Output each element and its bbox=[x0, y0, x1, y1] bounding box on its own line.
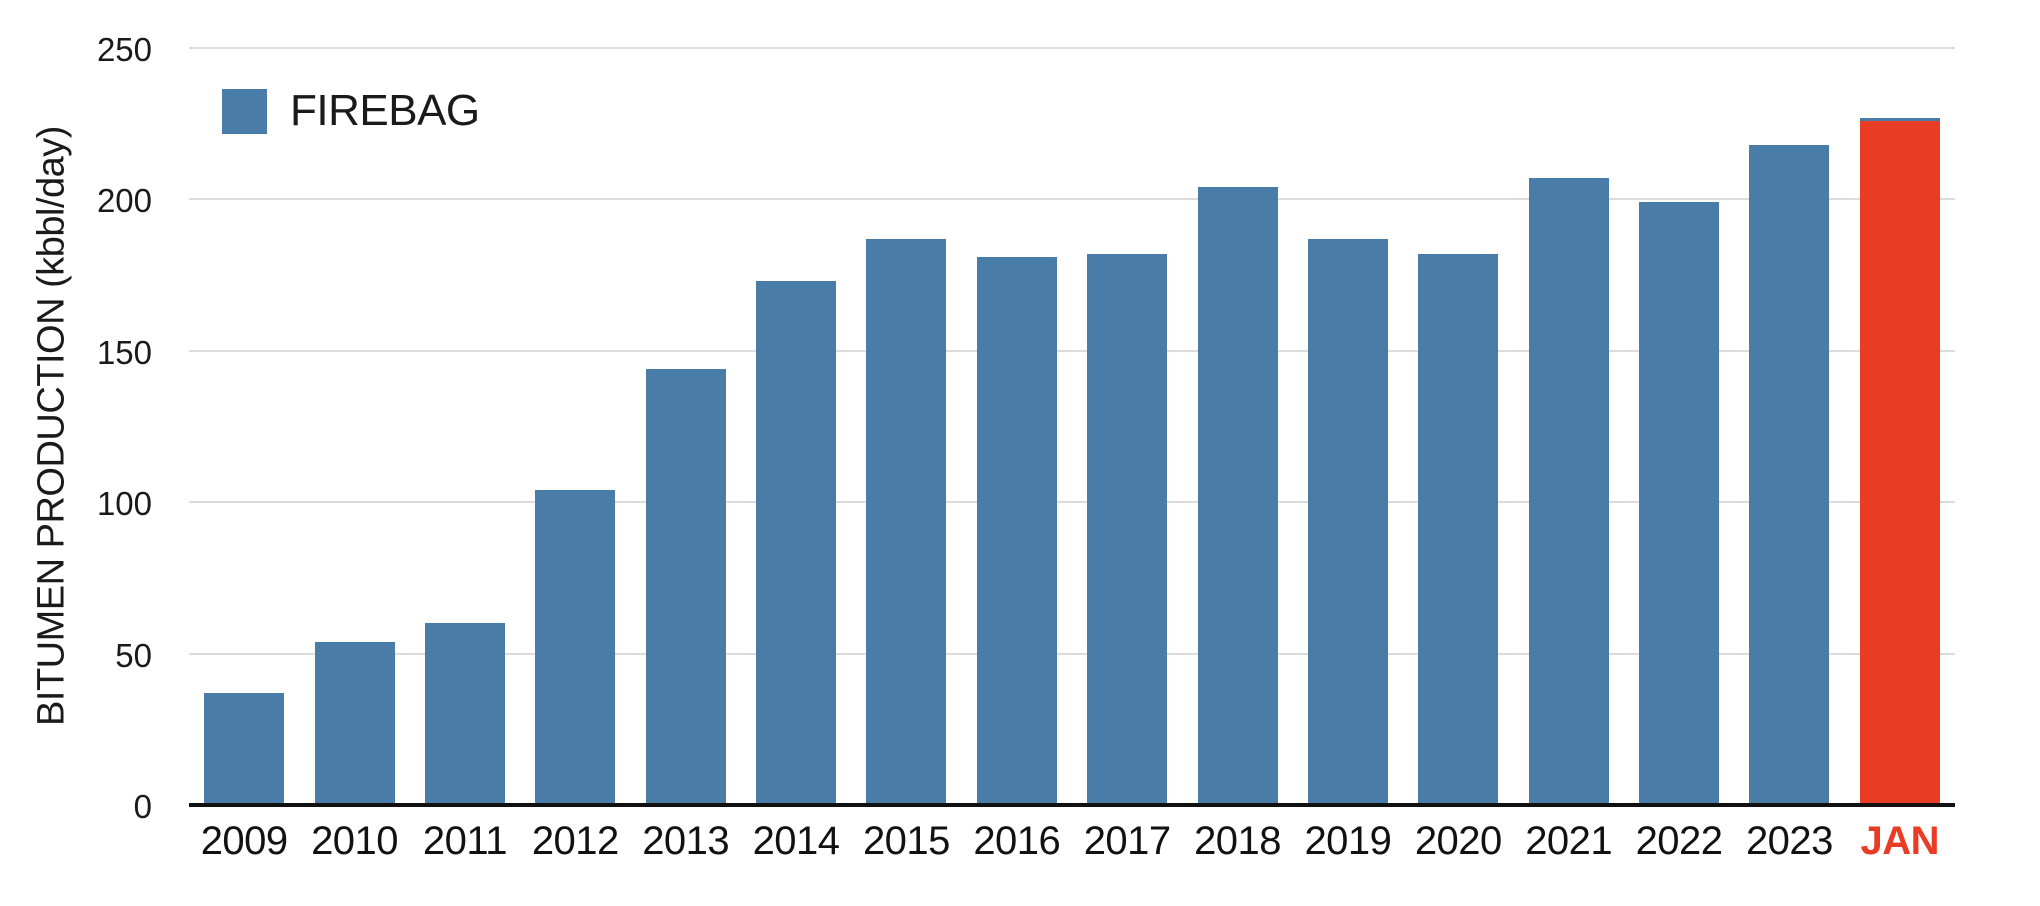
x-axis-line bbox=[189, 803, 1955, 807]
y-tick-label-100: 100 bbox=[96, 485, 152, 523]
x-tick-label-jan: JAN bbox=[1860, 819, 1940, 863]
y-tick-label-200: 200 bbox=[96, 182, 152, 220]
bar-2017 bbox=[1087, 253, 1168, 805]
gridline-150 bbox=[189, 349, 1955, 352]
bar-slot-2023 bbox=[1734, 48, 1844, 805]
x-tick-label-2009: 2009 bbox=[200, 819, 288, 863]
bar-slot-2011 bbox=[410, 48, 520, 805]
x-tick-label-2023: 2023 bbox=[1745, 819, 1833, 863]
gridline-250 bbox=[189, 47, 1955, 49]
bar-slot-2020 bbox=[1403, 48, 1513, 805]
bar-slot-2017 bbox=[1072, 48, 1182, 805]
bar-slot-2019 bbox=[1293, 48, 1403, 805]
bar-slot-2021 bbox=[1514, 48, 1624, 805]
bar-2018 bbox=[1197, 187, 1278, 805]
x-tick-label-2020: 2020 bbox=[1414, 819, 1502, 863]
x-tick-label-2014: 2014 bbox=[752, 819, 840, 863]
legend: FIREBAG bbox=[222, 86, 480, 136]
legend-label-firebag: FIREBAG bbox=[290, 86, 480, 135]
bar-2012 bbox=[535, 490, 616, 805]
x-tick-label-2013: 2013 bbox=[642, 819, 730, 863]
bar-slot-2009 bbox=[189, 48, 299, 805]
bar-2019 bbox=[1307, 238, 1388, 805]
x-tick-label-2016: 2016 bbox=[973, 819, 1061, 863]
bar-2021 bbox=[1528, 178, 1609, 805]
gridline-200 bbox=[189, 198, 1955, 201]
gridline-50 bbox=[189, 652, 1955, 655]
bar-2015 bbox=[866, 238, 947, 805]
bar-2010 bbox=[314, 641, 395, 805]
bar-2022 bbox=[1639, 202, 1720, 805]
bar-2023 bbox=[1749, 144, 1830, 805]
x-tick-label-2012: 2012 bbox=[531, 819, 619, 863]
bars-group bbox=[189, 48, 1955, 805]
x-tick-label-2019: 2019 bbox=[1304, 819, 1392, 863]
x-tick-label-2015: 2015 bbox=[862, 819, 950, 863]
x-tick-label-2022: 2022 bbox=[1635, 819, 1723, 863]
bar-slot-2012 bbox=[520, 48, 630, 805]
bar-slot-2015 bbox=[851, 48, 961, 805]
gridline-100 bbox=[189, 501, 1955, 504]
bar-slot-2014 bbox=[741, 48, 851, 805]
x-tick-label-2010: 2010 bbox=[311, 819, 399, 863]
bar-slot-2018 bbox=[1182, 48, 1292, 805]
x-tick-label-2018: 2018 bbox=[1194, 819, 1282, 863]
bar-2016 bbox=[976, 256, 1057, 805]
y-axis-tick-labels: 0 50 100 150 200 250 bbox=[0, 0, 152, 906]
bar-jan bbox=[1859, 117, 1940, 805]
y-tick-label-250: 250 bbox=[96, 31, 152, 68]
bar-slot-2010 bbox=[299, 48, 409, 805]
bar-2014 bbox=[756, 281, 837, 805]
y-tick-label-150: 150 bbox=[96, 333, 152, 371]
x-axis-tick-labels: 2009 2010 2011 2012 2013 2014 2015 2016 2017 2018… bbox=[189, 821, 1955, 871]
y-tick-label-0: 0 bbox=[133, 788, 152, 825]
bar-slot-2016 bbox=[962, 48, 1072, 805]
legend-swatch-firebag bbox=[222, 88, 267, 134]
bar-2020 bbox=[1418, 253, 1499, 805]
bar-2013 bbox=[645, 368, 726, 805]
x-tick-label-2021: 2021 bbox=[1525, 819, 1613, 863]
y-tick-label-50: 50 bbox=[115, 636, 152, 674]
plot-area bbox=[189, 47, 1955, 807]
bar-2009 bbox=[204, 692, 285, 805]
bar-2011 bbox=[424, 623, 505, 805]
bar-slot-2013 bbox=[631, 48, 741, 805]
x-tick-label-2017: 2017 bbox=[1083, 819, 1171, 863]
bar-slot-2022 bbox=[1624, 48, 1734, 805]
bar-slot-jan bbox=[1845, 48, 1955, 805]
x-tick-label-2011: 2011 bbox=[422, 819, 508, 863]
